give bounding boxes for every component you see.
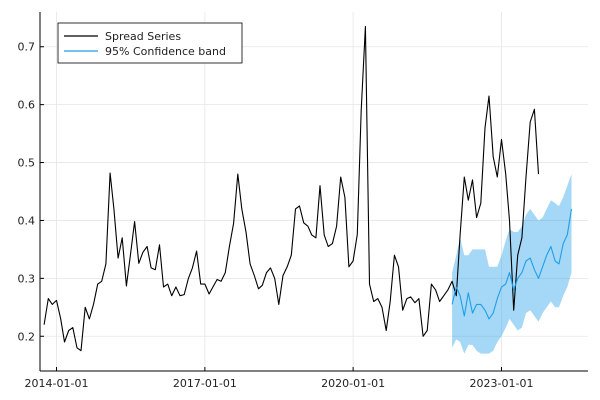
y-tick-label: 0.4 [18, 214, 36, 227]
legend-label: Spread Series [105, 30, 181, 43]
x-tick-label: 2020-01-01 [321, 377, 385, 390]
legend: Spread Series 95% Confidence band [57, 22, 243, 64]
y-tick-label: 0.2 [18, 330, 36, 343]
y-tick-label: 0.3 [18, 272, 36, 285]
axes [39, 12, 588, 372]
y-tick-label: 0.6 [18, 99, 36, 112]
tick-labels: 2014-01-01 2017-01-01 2020-01-01 2023-01-01… [18, 41, 534, 390]
legend-box [57, 22, 243, 64]
y-tick-label: 0.7 [18, 41, 36, 54]
grid [40, 12, 588, 371]
spread-series-line [43, 25, 540, 352]
x-tick-label: 2017-01-01 [173, 377, 237, 390]
series-lines [43, 25, 573, 352]
legend-label: 95% Confidence band [105, 45, 226, 58]
y-tick-label: 0.5 [18, 157, 36, 170]
x-tick-label: 2023-01-01 [470, 377, 534, 390]
x-tick-label: 2014-01-01 [25, 377, 89, 390]
forecast-mean-line [451, 208, 573, 320]
